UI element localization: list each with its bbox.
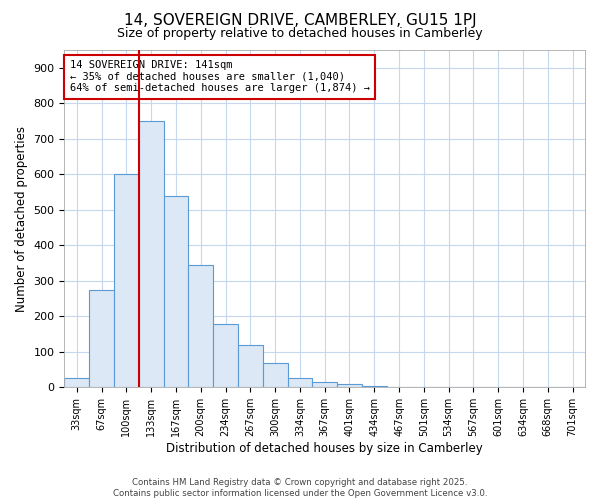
Bar bbox=[213, 324, 238, 388]
Text: 14 SOVEREIGN DRIVE: 141sqm
← 35% of detached houses are smaller (1,040)
64% of s: 14 SOVEREIGN DRIVE: 141sqm ← 35% of deta… bbox=[70, 60, 370, 94]
Bar bbox=[139, 121, 164, 388]
Bar bbox=[114, 174, 139, 388]
Bar bbox=[188, 265, 213, 388]
X-axis label: Distribution of detached houses by size in Camberley: Distribution of detached houses by size … bbox=[166, 442, 483, 455]
Bar bbox=[386, 386, 412, 388]
Bar bbox=[412, 386, 436, 388]
Bar bbox=[313, 382, 337, 388]
Bar bbox=[164, 196, 188, 388]
Y-axis label: Number of detached properties: Number of detached properties bbox=[15, 126, 28, 312]
Bar bbox=[287, 378, 313, 388]
Bar bbox=[461, 386, 486, 388]
Text: Size of property relative to detached houses in Camberley: Size of property relative to detached ho… bbox=[117, 28, 483, 40]
Bar bbox=[362, 386, 386, 388]
Bar bbox=[89, 290, 114, 388]
Bar bbox=[238, 344, 263, 388]
Bar bbox=[337, 384, 362, 388]
Bar bbox=[263, 363, 287, 388]
Text: Contains HM Land Registry data © Crown copyright and database right 2025.
Contai: Contains HM Land Registry data © Crown c… bbox=[113, 478, 487, 498]
Text: 14, SOVEREIGN DRIVE, CAMBERLEY, GU15 1PJ: 14, SOVEREIGN DRIVE, CAMBERLEY, GU15 1PJ bbox=[124, 12, 476, 28]
Bar bbox=[64, 378, 89, 388]
